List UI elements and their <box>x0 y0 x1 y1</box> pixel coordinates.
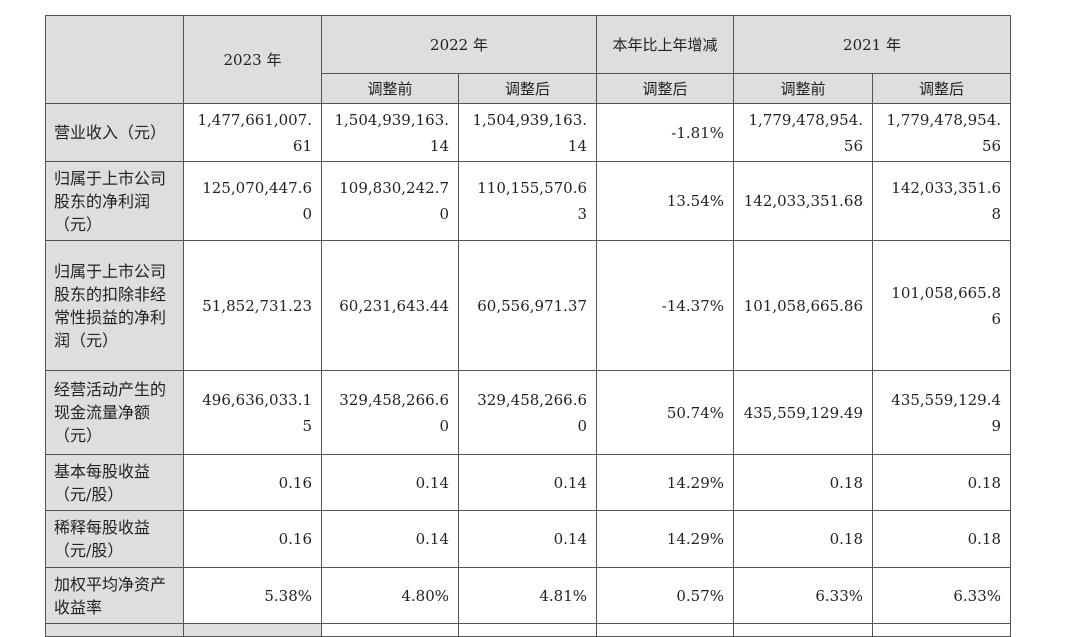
value-change: 14.29% <box>596 510 735 568</box>
row-label: 稀释每股收益（元/股） <box>45 510 184 568</box>
header-row-1: 2023 年 2022 年 本年比上年增减 2021 年 <box>45 15 1012 104</box>
value-change: -14.37% <box>596 240 735 371</box>
value-2022-before: 4.80% <box>321 567 459 624</box>
cut-off-cell <box>457 623 598 637</box>
row-label: 加权平均净资产收益率 <box>45 567 184 624</box>
value-2021-after: 0.18 <box>872 454 1012 511</box>
value-2021-after: 435,559,129.49 <box>872 370 1012 455</box>
table-row: 加权平均净资产收益率 5.38% 4.80% 4.81% 0.57% 6.33%… <box>45 567 1012 624</box>
value-2022-after: 1,504,939,163.14 <box>457 103 598 162</box>
value-2021-before: 142,033,351.68 <box>733 161 874 241</box>
table-row: 经营活动产生的现金流量净额（元） 496,636,033.15 329,458,… <box>45 370 1012 455</box>
value-2022-before: 0.14 <box>321 510 459 568</box>
table-row-cut-off <box>45 623 1012 637</box>
header-2021-before: 调整前 <box>733 73 874 104</box>
row-label: 归属于上市公司股东的净利润（元） <box>45 161 184 241</box>
header-change-after: 调整后 <box>596 73 735 104</box>
row-label: 营业收入（元） <box>45 103 184 162</box>
value-2021-before: 0.18 <box>733 510 874 568</box>
header-change: 本年比上年增减 <box>596 15 735 74</box>
value-2023: 5.38% <box>183 567 322 624</box>
header-2022-after: 调整后 <box>457 73 598 104</box>
cut-off-cell <box>45 623 184 637</box>
value-2021-before: 435,559,129.49 <box>733 370 874 455</box>
header-year-2023: 2023 年 <box>183 15 322 104</box>
table-row: 稀释每股收益（元/股） 0.16 0.14 0.14 14.29% 0.18 0… <box>45 510 1012 568</box>
value-2022-after: 60,556,971.37 <box>457 240 598 371</box>
value-2022-after: 110,155,570.63 <box>457 161 598 241</box>
header-year-2021: 2021 年 <box>733 15 1012 74</box>
value-change: 50.74% <box>596 370 735 455</box>
header-2021-after: 调整后 <box>872 73 1012 104</box>
value-2022-after: 4.81% <box>457 567 598 624</box>
table-row: 营业收入（元） 1,477,661,007.61 1,504,939,163.1… <box>45 103 1012 162</box>
header-2022-before: 调整前 <box>321 73 459 104</box>
value-2023: 51,852,731.23 <box>183 240 322 371</box>
table-row: 归属于上市公司股东的净利润（元） 125,070,447.60 109,830,… <box>45 161 1012 241</box>
header-corner <box>45 15 184 104</box>
value-2022-after: 0.14 <box>457 510 598 568</box>
cut-off-cell <box>183 623 322 637</box>
table-row: 归属于上市公司股东的扣除非经常性损益的净利润（元） 51,852,731.23 … <box>45 240 1012 371</box>
value-2023: 1,477,661,007.61 <box>183 103 322 162</box>
row-label: 基本每股收益（元/股） <box>45 454 184 511</box>
value-2022-before: 329,458,266.60 <box>321 370 459 455</box>
value-2021-before: 101,058,665.86 <box>733 240 874 371</box>
cut-off-cell <box>733 623 874 637</box>
value-change: 14.29% <box>596 454 735 511</box>
cut-off-cell <box>872 623 1012 637</box>
value-2021-after: 6.33% <box>872 567 1012 624</box>
row-label: 归属于上市公司股东的扣除非经常性损益的净利润（元） <box>45 240 184 371</box>
value-2023: 125,070,447.60 <box>183 161 322 241</box>
value-2021-after: 0.18 <box>872 510 1012 568</box>
header-year-2022: 2022 年 <box>320 15 598 74</box>
value-2021-before: 1,779,478,954.56 <box>733 103 874 162</box>
value-change: -1.81% <box>596 103 735 162</box>
financial-summary-table: 2023 年 2022 年 本年比上年增减 2021 年 调整前 调整后 调整后… <box>45 15 1012 637</box>
row-label: 经营活动产生的现金流量净额（元） <box>45 370 184 455</box>
value-2022-before: 60,231,643.44 <box>321 240 459 371</box>
value-2023: 496,636,033.15 <box>183 370 322 455</box>
value-2022-after: 329,458,266.60 <box>457 370 598 455</box>
value-2022-before: 109,830,242.70 <box>321 161 459 241</box>
header-row-2: 调整前 调整后 调整后 调整前 调整后 <box>46 73 1012 104</box>
table-row: 基本每股收益（元/股） 0.16 0.14 0.14 14.29% 0.18 0… <box>45 454 1012 511</box>
value-2021-after: 1,779,478,954.56 <box>872 103 1012 162</box>
cut-off-cell <box>596 623 735 637</box>
value-change: 0.57% <box>596 567 735 624</box>
value-2023: 0.16 <box>183 454 322 511</box>
value-2021-after: 101,058,665.86 <box>872 240 1012 371</box>
value-2021-before: 6.33% <box>733 567 874 624</box>
value-2022-after: 0.14 <box>457 454 598 511</box>
value-change: 13.54% <box>596 161 735 241</box>
value-2022-before: 0.14 <box>321 454 459 511</box>
value-2022-before: 1,504,939,163.14 <box>321 103 459 162</box>
value-2021-before: 0.18 <box>733 454 874 511</box>
cut-off-cell <box>321 623 459 637</box>
value-2023: 0.16 <box>183 510 322 568</box>
value-2021-after: 142,033,351.68 <box>872 161 1012 241</box>
